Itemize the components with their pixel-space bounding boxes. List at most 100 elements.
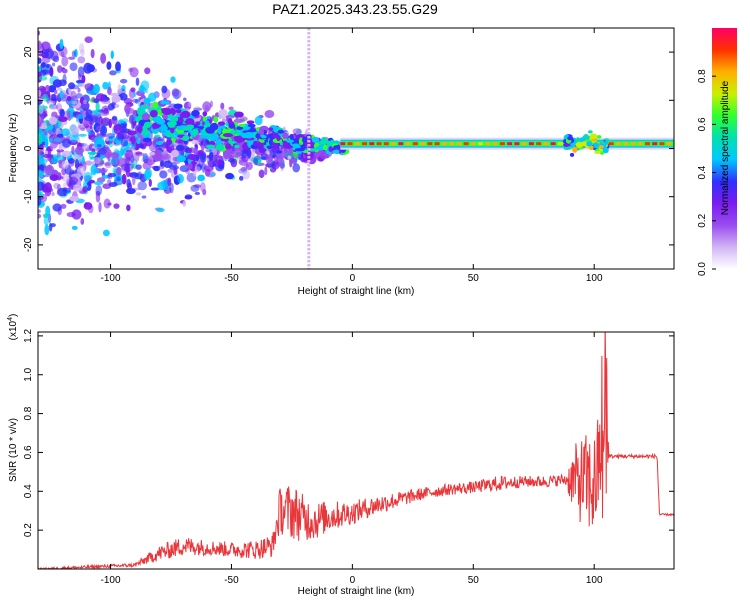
main-band-core	[398, 142, 404, 146]
snr-y-axis: 0.2 0.4 0.6 0.8 1.0 1.2	[23, 328, 674, 537]
spectrogram-blob	[220, 102, 225, 110]
spectrogram-blob	[78, 124, 87, 130]
spectrogram-blob	[74, 159, 80, 169]
spectrogram-artifact-segment	[307, 216, 311, 219]
spectrogram-blob	[275, 150, 283, 154]
spectrogram-blob	[183, 97, 187, 101]
spectrogram-blob	[38, 181, 45, 192]
spectrogram-blob	[152, 101, 159, 109]
spectrogram-artifact-segment	[307, 60, 311, 63]
colorbar-ramp	[712, 28, 737, 269]
spectrogram-blob	[102, 81, 109, 90]
spectrogram-artifact-segment	[307, 240, 311, 243]
spectrogram-blob	[107, 173, 117, 178]
spectrogram-artifact-segment	[307, 92, 311, 95]
spectrogram-blob	[142, 152, 149, 164]
spectrogram-blob	[70, 90, 77, 101]
spectrogram-artifact-segment	[307, 96, 311, 99]
spectrogram-blob	[197, 174, 205, 182]
spectrogram-blob	[594, 150, 601, 154]
spectrogram-blob	[241, 151, 247, 158]
spectrogram-blob	[268, 127, 274, 131]
spectrogram-blob	[61, 150, 71, 158]
main-band-core	[659, 142, 665, 146]
main-band-core	[405, 142, 411, 146]
main-band-core	[492, 142, 498, 146]
spectrogram-blob	[116, 176, 121, 182]
spectrogram-blob	[128, 172, 139, 178]
spectrogram-blob	[79, 42, 85, 54]
spectrogram-blob	[166, 121, 177, 127]
spectrogram-artifact-segment	[307, 28, 311, 31]
spectrogram-artifact-segment	[307, 200, 311, 203]
spectrogram-blob	[38, 30, 41, 36]
spectrogram-blob	[292, 163, 301, 173]
spectrogram-artifact-segment	[307, 160, 311, 163]
spectrogram-blob	[218, 108, 228, 119]
spectrogram-blob	[59, 176, 64, 180]
main-band-core	[514, 142, 520, 146]
spectrogram-blob	[85, 109, 93, 119]
spectrogram-blob	[182, 200, 187, 207]
spectrogram-blob	[195, 121, 201, 126]
spectrogram-artifact-segment	[307, 48, 311, 51]
spectrogram-blob	[247, 148, 252, 159]
spectrogram-artifact-segment	[307, 88, 311, 91]
main-band-core	[441, 142, 447, 146]
spectrogram-blob	[38, 127, 43, 137]
spectrogram-blob	[173, 103, 183, 109]
spectrogram-blob	[120, 138, 129, 148]
spectrogram-blob	[222, 128, 229, 135]
x-tick-label: 50	[468, 575, 480, 586]
spectrogram-blob	[282, 132, 289, 139]
y-tick-label: 0.6	[23, 445, 34, 459]
spectrogram-blob	[56, 133, 64, 138]
spectrogram-blob	[177, 173, 184, 184]
main-band-core	[528, 142, 534, 146]
spectrogram-blob	[67, 95, 72, 102]
colorbar-label: Normalized spectral amplitude	[720, 80, 731, 215]
spectrogram-blob	[135, 151, 142, 155]
main-band-core	[470, 142, 476, 146]
x-tick-label: -100	[101, 575, 121, 586]
snr-y-label: SNR (10 * v/v)	[8, 418, 19, 482]
spectrogram-blob	[80, 218, 85, 225]
spectrogram-blob	[77, 87, 81, 93]
spectrogram-blob	[265, 154, 273, 165]
spectrogram-blob	[165, 148, 174, 152]
spectrogram-blob	[292, 128, 302, 135]
spectrogram-blob	[244, 131, 254, 139]
spectrogram-blob	[91, 96, 96, 103]
spectrogram-blob	[322, 144, 328, 151]
spectrogram-artifact-segment	[307, 164, 311, 167]
spectrogram-blob	[255, 133, 261, 139]
spectrogram-blob	[109, 70, 117, 76]
spectrogram-blob	[150, 187, 160, 191]
spectrogram-artifact-segment	[307, 196, 311, 199]
spectrogram-blob	[170, 76, 176, 83]
spectrogram-blob	[108, 182, 118, 187]
spectrogram-blob	[225, 114, 235, 119]
colorbar-tick-label: 0.2	[697, 213, 708, 227]
main-band-core	[615, 142, 621, 146]
spectrogram-blob	[98, 148, 107, 155]
spectrogram-blob	[253, 157, 259, 166]
spectrogram-blob	[114, 104, 120, 108]
spectrogram-blob	[108, 142, 114, 148]
spectrogram-blob	[157, 137, 165, 142]
spectrogram-blob	[95, 93, 106, 102]
y-tick-label: 1.0	[23, 367, 34, 381]
spectrogram-artifact-segment	[307, 116, 311, 119]
spectrogram-blob	[77, 56, 86, 64]
spectrogram-blob	[44, 137, 49, 148]
spectrogram-blob	[209, 134, 217, 142]
spectrogram-blob	[60, 128, 71, 136]
spectrogram-blob	[58, 143, 62, 151]
spectrogram-blob	[124, 149, 134, 160]
spectrogram-artifact-segment	[307, 180, 311, 183]
spectrogram-blob	[39, 163, 45, 172]
spectrogram-blob	[142, 137, 152, 143]
spectrogram-artifact-segment	[307, 224, 311, 227]
spectrogram-blob	[106, 61, 112, 70]
